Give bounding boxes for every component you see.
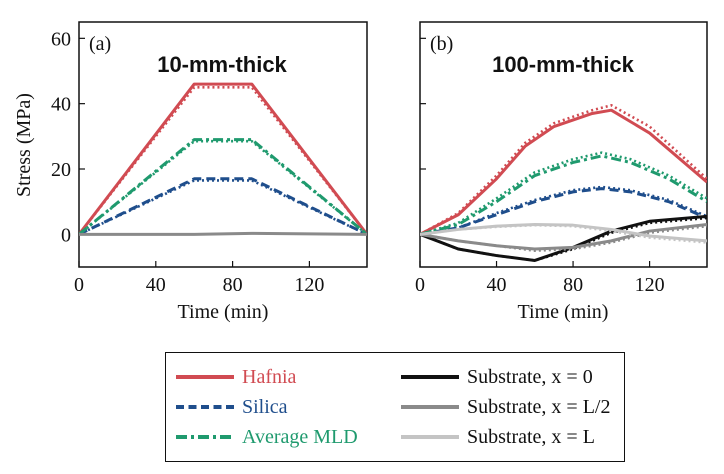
legend-swatch-silica bbox=[176, 405, 234, 409]
legend-label-average-mld: Average MLD bbox=[242, 425, 358, 448]
series-a-silica-dotted bbox=[79, 179, 367, 236]
series-b-hafnia-dotted bbox=[420, 104, 707, 236]
series-group-a bbox=[79, 82, 367, 236]
panel-a-xlabel: Time (min) bbox=[178, 301, 269, 323]
x-tick-label-b-40: 40 bbox=[487, 274, 507, 296]
series-a-average-mld bbox=[79, 138, 367, 236]
panel-a-title: 10-mm-thick bbox=[157, 52, 287, 77]
series-a-hafnia bbox=[79, 82, 367, 236]
series-a-hafnia-dotted bbox=[79, 86, 367, 236]
legend-swatch-substrate-x0 bbox=[401, 375, 459, 379]
legend-label-silica: Silica bbox=[242, 395, 288, 418]
series-a-silica bbox=[79, 177, 367, 236]
x-tick-label-a-80: 80 bbox=[223, 274, 243, 296]
series-a-average-mld-dotted bbox=[79, 139, 367, 236]
series-b-substrate-x-0 bbox=[420, 214, 707, 262]
legend-swatch-substrate-xl2 bbox=[401, 405, 459, 409]
panel-a-plot: 0 40 80 120 0 20 40 60 bbox=[51, 28, 367, 296]
panel-b-title: 100-mm-thick bbox=[492, 52, 635, 77]
y-tick-label-60: 60 bbox=[51, 28, 71, 50]
legend-item-silica: Silica bbox=[176, 393, 288, 421]
series-b-substrate-x-l bbox=[420, 223, 707, 243]
panel-a-label: (a) bbox=[89, 33, 111, 55]
x-tick-label-b-120: 120 bbox=[635, 274, 665, 296]
panel-b-xlabel: Time (min) bbox=[518, 301, 609, 323]
series-b-average-mld bbox=[420, 154, 707, 236]
legend-swatch-hafnia bbox=[176, 375, 234, 379]
legend-label-substrate-xl: Substrate, x = L bbox=[467, 425, 595, 448]
y-tick-label-20: 20 bbox=[51, 159, 71, 181]
legend-item-substrate-xl2: Substrate, x = L/2 bbox=[401, 393, 611, 421]
y-tick-label-0: 0 bbox=[61, 224, 71, 246]
legend-label-hafnia: Hafnia bbox=[242, 365, 297, 388]
panel-b-label: (b) bbox=[430, 33, 453, 55]
legend-label-substrate-xl2: Substrate, x = L/2 bbox=[467, 395, 611, 418]
series-a-substrate-x-l-2 bbox=[79, 231, 367, 236]
panel-a: (a) 10-mm-thick 0 40 80 120 0 20 40 60 Time (mi… bbox=[13, 21, 368, 323]
panel-a-frame bbox=[78, 21, 368, 268]
x-tick-label-a-40: 40 bbox=[146, 274, 166, 296]
legend-item-average-mld: Average MLD bbox=[176, 423, 358, 451]
series-b-average-mld-dotted bbox=[420, 151, 707, 236]
legend-item-substrate-x0: Substrate, x = 0 bbox=[401, 363, 593, 391]
panel-b-plot: 0 40 80 120 bbox=[415, 37, 707, 296]
x-tick-label-a-120: 120 bbox=[294, 274, 324, 296]
x-tick-label-b-0: 0 bbox=[415, 274, 425, 296]
legend-label-substrate-x0: Substrate, x = 0 bbox=[467, 365, 593, 388]
panel-b: (b) 100-mm-thick 0 40 80 120 Time (min) bbox=[415, 21, 708, 323]
series-b-silica bbox=[420, 187, 707, 236]
legend-swatch-substrate-xl bbox=[401, 435, 459, 439]
y-axis-label: Stress (MPa) bbox=[13, 93, 35, 197]
y-tick-label-40: 40 bbox=[51, 94, 71, 116]
legend-item-substrate-xl: Substrate, x = L bbox=[401, 423, 595, 451]
series-b-hafnia bbox=[420, 108, 707, 236]
x-tick-label-a-0: 0 bbox=[74, 274, 84, 296]
series-group-b bbox=[420, 104, 707, 262]
x-tick-label-b-80: 80 bbox=[563, 274, 583, 296]
legend: Hafnia Silica Average MLD Substrate, x =… bbox=[165, 352, 625, 462]
legend-item-hafnia: Hafnia bbox=[176, 363, 296, 391]
panel-b-frame bbox=[419, 21, 708, 268]
legend-swatch-average-mld bbox=[176, 435, 234, 439]
